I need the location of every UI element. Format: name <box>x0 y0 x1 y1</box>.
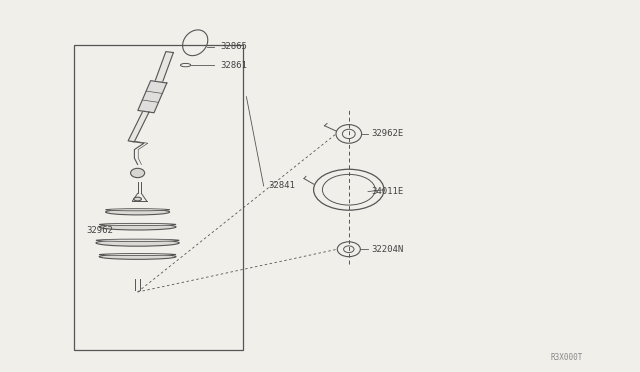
Ellipse shape <box>99 223 176 225</box>
Bar <box>74 45 243 350</box>
Text: 32204N: 32204N <box>371 245 403 254</box>
Ellipse shape <box>106 209 170 211</box>
Polygon shape <box>128 111 149 142</box>
Ellipse shape <box>99 254 176 256</box>
Ellipse shape <box>131 168 145 177</box>
Text: 32962E: 32962E <box>371 129 403 138</box>
Ellipse shape <box>99 254 176 259</box>
Text: R3X000T: R3X000T <box>550 353 583 362</box>
Ellipse shape <box>134 197 141 201</box>
Text: 32962: 32962 <box>86 226 113 235</box>
Ellipse shape <box>96 239 179 241</box>
Text: 34011E: 34011E <box>371 187 403 196</box>
Ellipse shape <box>106 209 170 215</box>
Polygon shape <box>138 81 167 113</box>
Ellipse shape <box>96 240 179 246</box>
Text: 32861: 32861 <box>221 61 248 70</box>
Text: 32841: 32841 <box>269 182 296 190</box>
Ellipse shape <box>99 224 176 230</box>
Text: 32865: 32865 <box>221 42 248 51</box>
Polygon shape <box>155 52 173 82</box>
